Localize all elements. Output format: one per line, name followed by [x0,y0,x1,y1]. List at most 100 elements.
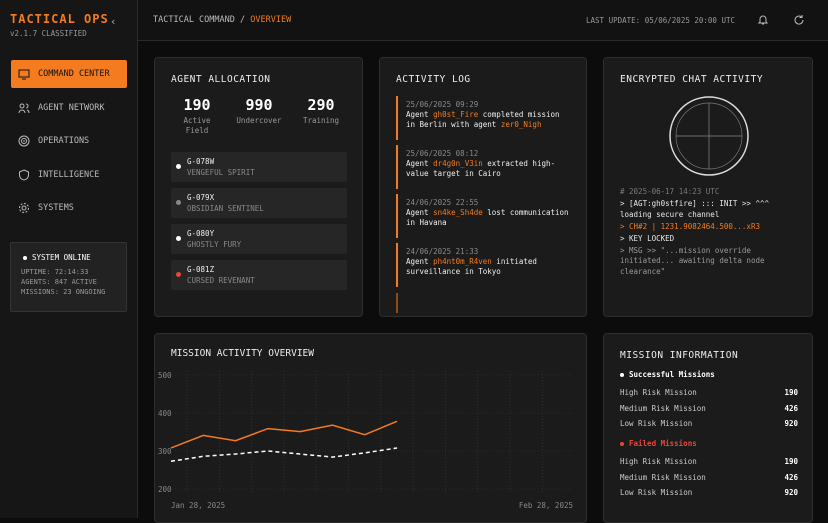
log-text-part: lost communication in Havana [406,208,569,227]
status-line: MISSIONS: 23 ONGOING [21,288,106,296]
agent-handle: zer0_Nigh [500,120,542,129]
status-dot [176,272,181,277]
agent-name: VENGEFUL SPIRIT [187,168,255,177]
status-dot [176,236,181,241]
log-text: Agent ph4nt0m_R4ven initiated surveillan… [406,257,572,277]
y-tick-label: 300 [158,447,172,456]
log-text: Agent dr4g0n_V3in extracted high-value t… [406,159,572,179]
mission-info-card: MISSION INFORMATION Successful Missions H… [603,333,813,523]
log-entry-partial [396,293,572,313]
log-time: 24/06/2025 21:33 [406,247,479,256]
agent-row[interactable]: G-080Y GHOSTLY FURY [171,224,347,254]
group-dot [620,373,624,377]
group-title: Failed Missions [629,439,697,448]
nav-item[interactable]: SYSTEMS [11,194,127,222]
nav-icon [18,169,30,181]
stat-label: Active Field [183,116,211,135]
separator: / [240,15,246,25]
log-text-part: Agent [406,208,434,217]
agent-name: CURSED REVENANT [187,276,255,285]
radar [669,96,749,176]
status-title: SYSTEM ONLINE [32,253,91,262]
agent-id: G-081Z [187,265,215,274]
agent-name: OBSIDIAN SENTINEL [187,204,264,213]
x-tick-label: Jan 28, 2025 [171,501,225,510]
card-title: MISSION INFORMATION [620,350,739,361]
mission-chart-card: MISSION ACTIVITY OVERVIEW 500 400 300 200 Ja… [154,333,587,523]
notifications-button[interactable] [757,14,769,26]
nav-label: SYSTEMS [38,203,74,214]
stat-value: 990 [245,96,273,114]
mission-value: 426 [784,472,798,482]
nav-label: AGENT NETWORK [38,102,105,113]
status-line: AGENTS: 847 ACTIVE [21,278,97,286]
refresh-button[interactable] [793,14,805,26]
nav-item[interactable]: COMMAND CENTER [11,60,127,88]
mission-value: 920 [784,488,798,497]
chat-line: > CH#2 | 1231.9082464.500...xR3 [620,221,760,231]
chat-line: > MSG >> "...mission override initiated.… [620,245,765,276]
agent-row[interactable]: G-079X OBSIDIAN SENTINEL [171,188,347,218]
log-time: 24/06/2025 22:55 [406,198,479,207]
mission-label: Low Risk Mission [620,488,693,497]
breadcrumb-root[interactable]: TACTICAL COMMAND [153,15,235,25]
mission-label: Medium Risk Mission [620,403,706,413]
agent-handle: ph4nt0m_R4ven [433,257,492,266]
header: TACTICAL COMMAND / OVERVIEW LAST UPDATE:… [138,0,828,41]
log-entry: 24/06/2025 22:55 Agent sn4ke_Sh4de lost c… [396,194,572,238]
version: v2.1.7 CLASSIFIED [10,29,87,38]
agent-id: G-078W [187,157,215,166]
series-line [170,447,398,463]
group-title: Successful Missions [629,370,715,379]
chart-title: MISSION ACTIVITY OVERVIEW [171,348,314,359]
activity-log-card: ACTIVITY LOG 25/06/2025 09:29 Agent gh0st… [379,57,587,317]
card-title: ACTIVITY LOG [396,74,471,85]
agent-handle: gh0st_Fire [433,110,479,119]
mission-row: High Risk Mission 190 [620,388,798,397]
series-line [170,420,398,449]
mission-value: 426 [784,403,798,413]
mission-label: Low Risk Mission [620,419,693,428]
stat-value: 190 [183,96,211,114]
stat-label: Training [302,116,340,125]
nav-icon [18,68,30,80]
y-tick-label: 200 [158,485,172,494]
agent-row[interactable]: G-081Z CURSED REVENANT [171,260,347,290]
log-entry: 25/06/2025 09:29 Agent gh0st_Fire complet… [396,96,572,140]
mission-label: Medium Risk Mission [620,472,706,482]
nav-icon [18,102,30,114]
log-text: Agent sn4ke_Sh4de lost communication in … [406,208,572,228]
breadcrumb-current: OVERVIEW [250,15,292,25]
status-dot [23,256,27,260]
card-title: AGENT ALLOCATION [171,74,271,85]
status-dot [176,164,181,169]
log-text-part: completed mission in Berlin with agent [406,110,560,129]
card-title: ENCRYPTED CHAT ACTIVITY [620,74,764,85]
log-time: 25/06/2025 08:12 [406,149,479,158]
nav-item[interactable]: INTELLIGENCE [11,161,127,189]
chat-line: # 2025-06-17 14:23 UTC [620,187,720,196]
mission-row: High Risk Mission 190 [620,457,798,466]
log-text: Agent gh0st_Fire completed mission in Be… [406,110,572,130]
agent-handle: dr4g0n_V3in [433,159,483,168]
collapse-button[interactable]: ‹ [110,15,117,28]
chat-lines: # 2025-06-17 14:23 UTC > [AGT:gh0stfire] … [620,187,800,279]
mission-row: Medium Risk Mission 426 [620,473,798,482]
log-time: 25/06/2025 09:29 [406,100,479,109]
mission-value: 920 [784,419,798,428]
nav-label: INTELLIGENCE [38,169,100,180]
agent-row[interactable]: G-078W VENGEFUL SPIRIT [171,152,347,182]
log-text-part: initiated surveillance in Tokyo [406,257,537,276]
brand: TACTICAL OPS [10,12,109,26]
last-update: LAST UPDATE: 05/06/2025 20:00 UTC [586,16,736,25]
log-text-part: Agent [406,159,434,168]
stat-label: Undercover [236,116,282,125]
nav-item[interactable]: OPERATIONS [11,127,127,155]
nav-item[interactable]: AGENT NETWORK [11,94,127,122]
log-entry: 25/06/2025 08:12 Agent dr4g0n_V3in extrac… [396,145,572,189]
mission-value: 190 [784,388,798,397]
agent-allocation-card: AGENT ALLOCATION 190 Active Field 990 Under… [154,57,363,317]
agent-handle: sn4ke_Sh4de [433,208,483,217]
mission-row: Medium Risk Mission 426 [620,404,798,413]
